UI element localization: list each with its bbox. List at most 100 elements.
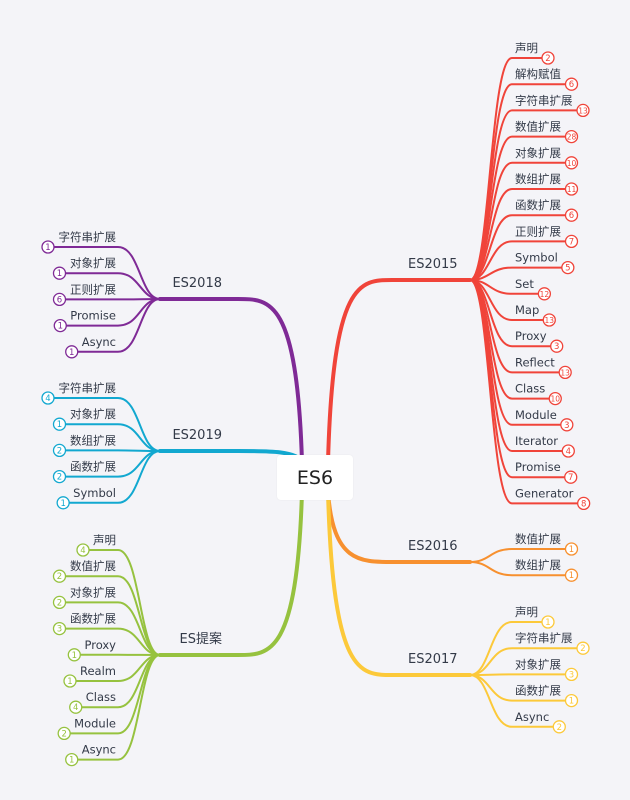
count-badge [52,595,67,610]
count-badge [52,292,67,307]
leaf-node[interactable]: 对象扩展 3 [469,657,579,682]
branch-label[interactable]: ES2016 [408,539,458,554]
count-badge [542,313,556,327]
branch-label[interactable]: ES2018 [172,276,222,291]
leaf-node[interactable]: Class 4 [69,654,161,714]
leaf-node[interactable]: Async 2 [469,674,566,734]
branch-line [158,297,304,464]
root-node-es6[interactable]: ES6 [277,455,353,500]
count-badge-value: 2 [557,723,562,733]
count-badge [564,693,579,708]
leaf-node[interactable]: Async 1 [65,298,161,359]
count-badge [65,345,79,359]
branch-es2015: ES2015 声明 2 解构赋值 6 字符串扩展 13 数值扩展 28 对象扩展 10 数组扩展 11 函… [326,41,591,511]
count-badge-value: 1 [67,677,72,687]
leaf-node[interactable]: 声明 1 [469,605,555,676]
leaf-label: 解构赋值 [515,67,561,81]
count-badge [57,726,71,741]
leaf-node[interactable]: Set 12 [469,277,552,301]
leaf-node[interactable]: 正则扩展 6 [52,282,161,307]
count-badge-value: 1 [569,545,574,555]
branch-line [326,278,472,464]
leaf-label: 字符串扩展 [59,230,117,244]
count-badge-value: 6 [569,211,574,221]
count-badge-value: 13 [545,316,555,325]
leaf-node[interactable]: Generator 8 [469,279,591,511]
count-badge [52,266,67,280]
count-badge [564,182,579,196]
count-badge-value: 1 [57,420,62,430]
leaf-node[interactable]: Symbol 5 [469,251,575,281]
leaf-label: 声明 [93,533,116,547]
branch-label[interactable]: ES提案 [180,631,222,647]
leaf-label: 声明 [515,41,538,55]
leaf-node[interactable]: 声明 4 [76,533,161,656]
leaf-label: 数组扩展 [515,172,561,186]
leaf-label: 数值扩展 [515,120,561,134]
branch-es提案: ES提案声明4数值扩展2对象扩展2函数扩展3Proxy1Realm1Class4… [52,490,304,767]
leaf-label: 函数扩展 [70,612,116,626]
count-badge-value: 2 [57,598,62,608]
leaf-line [469,561,566,577]
count-badge [537,287,552,301]
branch-es2016: ES2016 数值扩展 1 数组扩展 1 [326,490,579,582]
leaf-node[interactable]: 数组扩展 1 [469,558,579,582]
leaf-line [65,575,161,656]
branch-label[interactable]: ES2017 [408,652,458,667]
count-badge [564,234,579,249]
count-badge [552,720,566,734]
leaf-label: 对象扩展 [515,657,561,671]
count-badge [63,674,77,688]
branch-label[interactable]: ES2015 [408,257,458,272]
leaf-line [469,279,578,505]
leaf-label: Realm [80,664,116,678]
leaf-node[interactable]: 对象扩展 2 [52,585,161,656]
leaf-node[interactable]: Async 1 [65,654,161,767]
leaf-label: Async [82,335,116,349]
leaf-label: 数值扩展 [515,532,561,546]
count-badge-value: 6 [57,295,62,305]
leaf-line [469,188,566,281]
count-badge [52,417,67,431]
branch-line [326,490,472,677]
leaf-node[interactable]: 数值扩展 28 [469,120,579,281]
count-badge [41,391,55,405]
leaf-node[interactable]: 数值扩展 2 [52,559,161,656]
count-badge-value: 2 [57,572,62,582]
leaf-node[interactable]: 函数扩展 6 [469,198,579,281]
count-badge-value: 3 [57,625,62,635]
leaf-line [469,673,566,676]
count-badge-value: 1 [57,269,62,279]
count-badge [69,700,83,714]
count-badge-value: 7 [568,473,573,483]
branch-label[interactable]: ES2019 [172,428,222,443]
leaf-label: 正则扩展 [515,224,561,238]
count-badge [65,752,79,767]
leaf-node[interactable]: 字符串扩展 4 [41,381,161,452]
leaf-node[interactable]: Realm 1 [63,654,161,688]
leaf-node[interactable]: Symbol 1 [56,450,161,510]
leaf-label: 正则扩展 [70,282,116,296]
leaf-label: Map [515,303,539,317]
count-badge-value: 12 [540,290,550,299]
count-badge [548,391,562,406]
count-badge [577,496,591,511]
leaf-line [469,674,554,728]
count-badge-value: 13 [560,368,570,377]
leaf-label: 字符串扩展 [515,93,573,107]
count-badge-value: 8 [581,499,586,509]
leaf-node[interactable]: 字符串扩展 1 [41,230,161,300]
count-badge-value: 10 [567,159,577,168]
leaf-node[interactable]: 数组扩展 11 [469,172,579,281]
leaf-node[interactable]: 函数扩展 1 [469,674,579,708]
count-badge-value: 2 [57,473,62,483]
count-badge-value: 3 [554,342,559,352]
count-badge-value: 1 [545,618,550,628]
count-badge-value: 5 [565,264,570,274]
leaf-label: Promise [515,460,561,474]
count-badge [52,569,67,583]
leaf-label: 函数扩展 [515,198,561,212]
count-badge [564,667,579,682]
leaf-line [469,621,542,676]
leaf-label: Proxy [515,329,547,343]
